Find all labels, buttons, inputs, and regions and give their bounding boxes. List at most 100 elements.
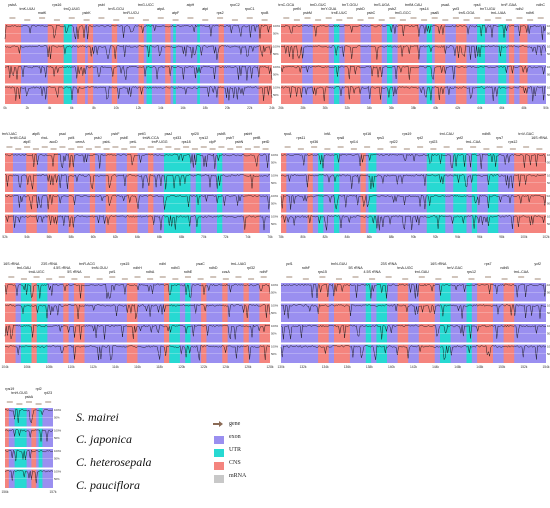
gene-label: rps2 bbox=[217, 11, 224, 15]
gene-label: psbF bbox=[111, 132, 120, 136]
gene-label: rps11 bbox=[297, 136, 306, 140]
axis-tick-label: 66k bbox=[157, 235, 163, 239]
species-name-2: C. japonica bbox=[76, 432, 132, 446]
gene-label: 5S rRNA bbox=[67, 270, 82, 274]
gene-label: 16S rRNA bbox=[3, 262, 20, 266]
track-2: 100% 50% bbox=[4, 303, 279, 322]
axis-tick-label: 56k bbox=[47, 235, 53, 239]
gene-label: rps3 bbox=[377, 136, 384, 140]
axis-tick-label: 116k bbox=[134, 365, 141, 369]
gene-label: psaI bbox=[59, 132, 66, 136]
pct-label-high: 100% bbox=[54, 470, 62, 474]
pct-label-low: 50% bbox=[273, 31, 279, 35]
track-2: 100% 50% bbox=[280, 173, 550, 192]
track-1: 100% 50% bbox=[280, 24, 550, 43]
track-4: 100% 50% bbox=[280, 85, 550, 104]
pct-label-high: 100% bbox=[547, 174, 550, 178]
gene-label: psbT bbox=[226, 136, 235, 140]
gene-label: rps4 bbox=[474, 3, 481, 7]
gene-label: ycf3 bbox=[453, 7, 460, 11]
gene-label: trnL-UAG bbox=[231, 262, 246, 266]
gene-label: rpl14 bbox=[350, 140, 358, 144]
pct-label-low: 50% bbox=[54, 415, 60, 419]
gene-label: trnT-UGU bbox=[480, 7, 496, 11]
axis-tick-label: 140k bbox=[388, 365, 395, 369]
gene-label: trnI-CAU bbox=[440, 132, 454, 136]
gene-label: rpoC1 bbox=[245, 7, 255, 11]
gene-label: ndhF bbox=[302, 266, 311, 270]
pct-label-low: 50% bbox=[547, 311, 550, 315]
track-4: 100% 50% bbox=[4, 214, 279, 233]
gene-label: ycf2 bbox=[534, 262, 541, 266]
gene-label: rps14 bbox=[420, 7, 429, 11]
legend-swatch-exon bbox=[214, 436, 224, 444]
gene-label: trnL-CAA bbox=[466, 140, 481, 144]
identity-trace bbox=[4, 303, 271, 320]
legend-swatch-utr bbox=[214, 449, 224, 457]
gene-label: petN bbox=[293, 7, 301, 11]
gene-label: trnH-GUG bbox=[11, 391, 27, 395]
identity-trace bbox=[4, 174, 271, 190]
gene-label: petG bbox=[138, 132, 146, 136]
gene-label: trnM-CAU bbox=[10, 136, 26, 140]
gene-label: trnT-GGU bbox=[342, 3, 358, 7]
pct-label-high: 100% bbox=[273, 65, 281, 69]
identity-trace bbox=[280, 344, 547, 361]
axis-tick-label: 82k bbox=[323, 235, 329, 239]
identity-trace bbox=[5, 85, 273, 101]
axis-tick-label: 98k bbox=[499, 235, 505, 239]
gene-label: trnN-GUU bbox=[92, 266, 108, 270]
gene-label: rpl22 bbox=[390, 140, 398, 144]
track-2: 100% 50% bbox=[4, 173, 279, 192]
gene-label: trnQ-UUG bbox=[64, 7, 80, 11]
gene-label: rpl2 bbox=[417, 136, 423, 140]
legend-swatch-cns bbox=[214, 462, 224, 470]
gene-label: petL bbox=[130, 140, 137, 144]
track-4: 100% 50% bbox=[4, 344, 279, 363]
pct-label-high: 100% bbox=[271, 194, 279, 198]
gene-label: rps8 bbox=[337, 136, 344, 140]
axis-tick-label: 100k bbox=[520, 235, 527, 239]
gene-label: petA bbox=[85, 132, 93, 136]
pct-label-high: 100% bbox=[547, 153, 550, 157]
gene-label: ndhD bbox=[209, 266, 218, 270]
identity-trace bbox=[280, 24, 547, 40]
pct-label-low: 50% bbox=[271, 352, 277, 356]
gene-label: trnL-UAA bbox=[491, 11, 506, 15]
axis-tick-label: 30k bbox=[323, 106, 329, 110]
legend bbox=[213, 421, 224, 483]
gene-label: rps12 bbox=[199, 136, 208, 140]
gene-label: psbB bbox=[217, 132, 226, 136]
axis-tick-label: 104k bbox=[2, 365, 9, 369]
axis-tick-label: 90k bbox=[411, 235, 417, 239]
pct-label-high: 100% bbox=[547, 215, 550, 219]
pct-label-low: 50% bbox=[547, 222, 550, 226]
pct-label-low: 50% bbox=[271, 331, 277, 335]
track-3: 100% 50% bbox=[4, 194, 279, 213]
pct-label-low: 50% bbox=[271, 290, 277, 294]
gene-label: ycf1 bbox=[286, 262, 293, 266]
gene-label: ycf4 bbox=[68, 136, 75, 140]
species-name-1: S. mairei bbox=[76, 410, 119, 424]
axis-tick-label: 136k bbox=[344, 365, 351, 369]
axis-tick-label: 54k bbox=[25, 235, 31, 239]
gene-label: trnS-GCU bbox=[108, 7, 124, 11]
pct-label-low: 50% bbox=[547, 160, 550, 164]
identity-trace bbox=[4, 44, 273, 60]
axis-tick-label: 46k bbox=[499, 106, 505, 110]
identity-trace bbox=[280, 304, 546, 319]
track-1: 100% 50% bbox=[280, 153, 550, 172]
gene-label: trnK-UUU bbox=[19, 7, 35, 11]
axis-tick-label: 84k bbox=[345, 235, 351, 239]
track-3: 100% 50% bbox=[280, 324, 550, 343]
track-1: 100% 50% bbox=[4, 408, 62, 427]
gene-label: matK bbox=[38, 11, 47, 15]
axis-tick-label: 48k bbox=[521, 106, 527, 110]
identity-trace bbox=[4, 429, 54, 442]
pct-label-high: 100% bbox=[547, 24, 550, 28]
gene-label: psbZ bbox=[388, 7, 397, 11]
pct-label-high: 100% bbox=[271, 215, 279, 219]
legend-label-exon: exon bbox=[229, 434, 241, 440]
identity-trace bbox=[4, 344, 271, 361]
